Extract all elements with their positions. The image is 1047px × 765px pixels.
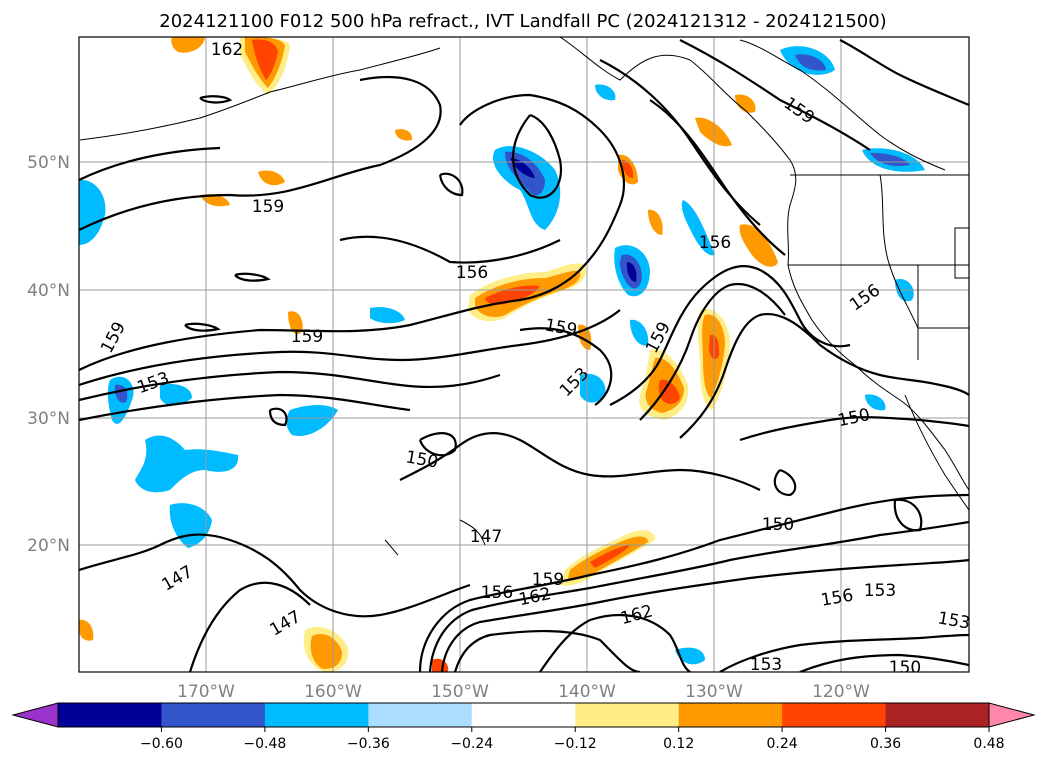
colorbar-segment [885, 703, 990, 727]
lat-label: 30°N [27, 409, 70, 429]
filled-anomalies [79, 37, 925, 672]
colorbar-segment [264, 703, 369, 727]
contour-label: 156 [481, 583, 513, 603]
contours [79, 39, 969, 672]
positive-anomaly-area [288, 311, 303, 334]
negative-anomaly-area [865, 394, 886, 411]
map-frame [78, 36, 970, 673]
colorbar-tick-label: −0.60 [140, 736, 183, 752]
contour-labels: 162 159 159 156 156 159 159 159 153 153 … [97, 40, 969, 678]
lat-label: 20°N [27, 536, 70, 556]
lat-label: 50°N [27, 153, 70, 173]
negative-anomaly-area [795, 54, 826, 71]
colorbar-tick-label: −0.36 [347, 736, 390, 752]
chart-title: 2024121100 F012 500 hPa refract., IVT La… [159, 11, 886, 32]
longitude-labels: 170°W 160°W 150°W 140°W 130°W 120°W [177, 682, 870, 702]
negative-anomaly-area [286, 405, 338, 436]
contour-label: 147 [470, 527, 502, 547]
colorbar-extend-low [11, 702, 59, 728]
contour-label: 153 [750, 655, 782, 675]
positive-anomaly-area [395, 129, 413, 141]
contour-label: 156 [699, 233, 731, 253]
lon-label: 150°W [431, 682, 489, 702]
colorbar-extend-high [988, 702, 1036, 728]
colorbar-segment [575, 703, 680, 727]
positive-anomaly-area [739, 224, 778, 267]
negative-anomaly-area [870, 152, 910, 167]
colorbar-frame [57, 702, 990, 728]
negative-anomaly-area [370, 307, 405, 324]
map-panel: 162 159 159 156 156 159 159 159 153 153 … [79, 37, 969, 678]
negative-anomaly-area [595, 84, 616, 101]
colorbar-segment [58, 703, 162, 727]
negative-anomaly-area [79, 179, 106, 245]
positive-anomaly-area [735, 94, 756, 113]
positive-anomaly-area [310, 633, 342, 669]
contour-label: 156 [456, 263, 488, 283]
colorbar-tick-label: 0.12 [663, 736, 694, 752]
colorbar-tick-label: −0.12 [554, 736, 597, 752]
colorbar-segment [678, 703, 783, 727]
colorbar-segment [368, 703, 473, 727]
contour-label: 162 [211, 40, 243, 60]
contour-label: 150 [762, 515, 794, 535]
colorbar-segment [471, 703, 576, 727]
lon-label: 140°W [558, 682, 616, 702]
negative-anomaly-area [160, 383, 192, 406]
positive-anomaly-area [590, 545, 630, 568]
positive-anomaly-area [258, 170, 285, 186]
contour-label: 153 [864, 581, 896, 601]
colorbar-tick-label: −0.24 [450, 736, 493, 752]
negative-anomaly-area [681, 200, 715, 256]
contour-label: 159 [291, 327, 323, 347]
lon-label: 130°W [685, 682, 743, 702]
colorbar-tick-label: 0.36 [870, 736, 901, 752]
colorbar: −0.60 −0.48 −0.36 −0.24 −0.12 0.12 0.24 0.36 0.4… [11, 702, 1036, 752]
lat-label: 40°N [27, 281, 70, 301]
colorbar-tick-label: −0.48 [243, 736, 286, 752]
positive-anomaly-area [252, 39, 278, 80]
colorbar-tick-label: 0.24 [767, 736, 798, 752]
negative-anomaly-area [630, 319, 649, 346]
positive-anomaly-area [200, 194, 230, 207]
negative-anomaly-area [135, 435, 239, 493]
colorbar-segment [161, 703, 266, 727]
lon-label: 160°W [304, 682, 362, 702]
negative-anomaly-area [626, 262, 637, 282]
positive-anomaly-area [658, 379, 680, 404]
positive-anomaly-area [622, 160, 634, 178]
coastlines [79, 37, 969, 556]
negative-anomaly-area [580, 373, 606, 403]
colorbar-segment [782, 703, 887, 727]
negative-anomaly-area [510, 158, 535, 178]
contour-label: 150 [889, 658, 921, 678]
lon-label: 170°W [177, 682, 235, 702]
contour-label: 159 [532, 570, 564, 590]
contour-label: 159 [252, 197, 284, 217]
positive-anomaly-area [171, 37, 205, 53]
lon-label: 120°W [812, 682, 870, 702]
colorbar-tick-label: 0.48 [973, 736, 1004, 752]
positive-anomaly-area [79, 619, 94, 641]
positive-anomaly-area [648, 209, 663, 235]
latitude-labels: 50°N 40°N 30°N 20°N [27, 153, 70, 556]
